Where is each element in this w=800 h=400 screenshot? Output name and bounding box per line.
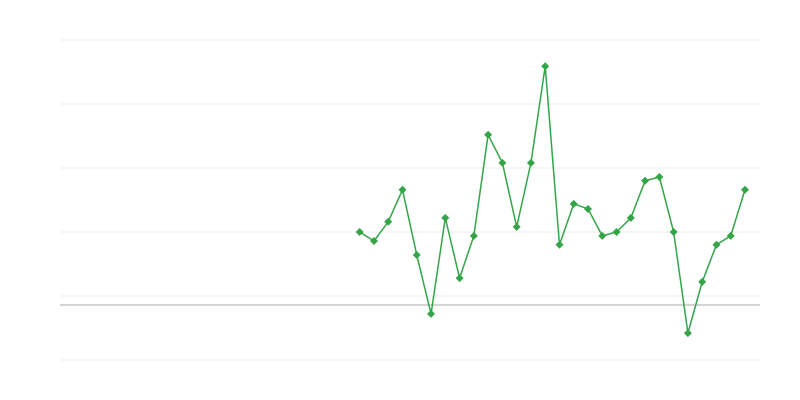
line: [359, 66, 746, 334]
marker: [555, 240, 564, 249]
marker: [584, 204, 593, 213]
marker: [355, 228, 364, 236]
marker: [369, 236, 378, 245]
marker: [683, 329, 692, 338]
marker: [441, 213, 450, 222]
marker: [598, 231, 607, 240]
marker: [484, 130, 493, 139]
marker: [427, 309, 436, 318]
marker: [455, 274, 464, 283]
marker: [726, 231, 735, 240]
marker: [469, 231, 478, 240]
marker: [526, 158, 535, 167]
marker: [626, 213, 635, 222]
marker: [498, 158, 507, 167]
marker: [741, 185, 749, 194]
marker: [398, 185, 407, 194]
marker: [612, 228, 621, 236]
marker: [512, 222, 521, 231]
marker: [712, 240, 721, 249]
marker: [541, 62, 550, 71]
marker: [384, 217, 393, 226]
marker: [698, 277, 707, 286]
marker: [569, 199, 578, 208]
marker: [641, 176, 650, 185]
marker: [412, 251, 421, 260]
marker: [655, 172, 664, 181]
marker: [669, 228, 678, 236]
